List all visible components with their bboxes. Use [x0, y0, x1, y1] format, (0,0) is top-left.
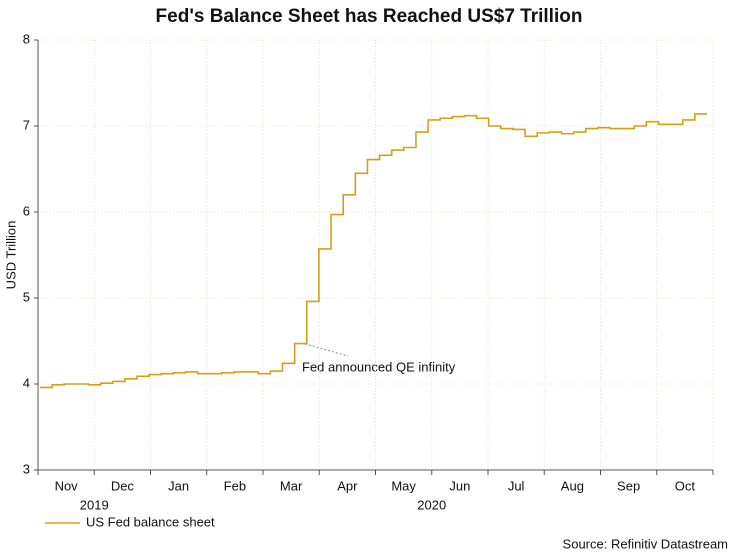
x-tick-label: Dec [111, 478, 135, 493]
year-label: 2020 [417, 497, 446, 512]
x-tick-label: Aug [561, 478, 584, 493]
x-tick-label: Mar [280, 478, 303, 493]
x-tick-label: Jun [449, 478, 470, 493]
x-tick-label: Nov [55, 478, 79, 493]
y-tick-label: 5 [23, 289, 30, 304]
x-tick-label: Oct [675, 478, 696, 493]
y-tick-label: 4 [23, 375, 30, 390]
y-axis-label: USD Trillion [3, 221, 18, 290]
y-tick-label: 7 [23, 117, 30, 132]
annotation-pointer [304, 343, 349, 357]
x-tick-label: Jul [508, 478, 525, 493]
source: Source: Refinitiv Datastream [563, 536, 728, 551]
series-line [40, 113, 707, 389]
year-label: 2019 [80, 497, 109, 512]
x-tick-label: Feb [224, 478, 246, 493]
x-tick-label: Apr [337, 478, 358, 493]
y-tick-label: 3 [23, 461, 30, 476]
x-tick-label: May [391, 478, 416, 493]
x-tick-label: Sep [617, 478, 640, 493]
y-tick-label: 8 [23, 31, 30, 46]
legend-label: US Fed balance sheet [86, 514, 215, 529]
y-tick-label: 6 [23, 203, 30, 218]
annotation: Fed announced QE infinity [302, 359, 456, 374]
chart-title: Fed's Balance Sheet has Reached US$7 Tri… [156, 6, 583, 27]
x-tick-label: Jan [168, 478, 189, 493]
